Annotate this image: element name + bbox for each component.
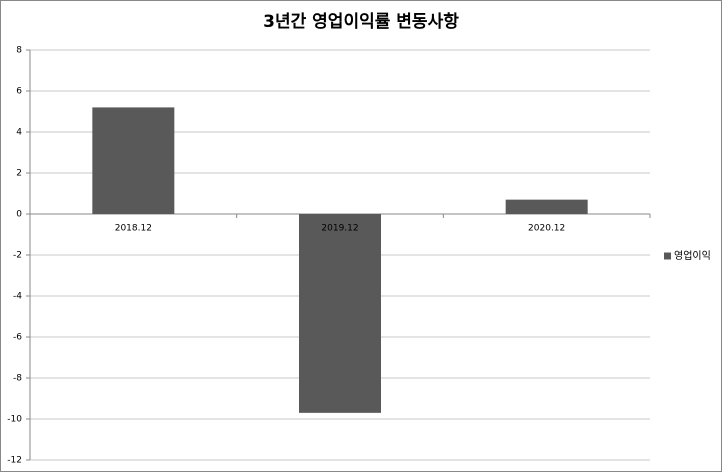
y-tick-label: -4 xyxy=(13,292,22,302)
y-tick-label: -10 xyxy=(7,415,22,425)
bar xyxy=(92,107,175,214)
y-tick-label: 2 xyxy=(16,169,22,179)
x-tick-label: 2018.12 xyxy=(115,224,152,234)
y-tick-label: 8 xyxy=(16,46,22,56)
y-tick-label: -12 xyxy=(7,456,22,466)
y-tick-label: 4 xyxy=(16,128,22,138)
y-tick-label: 6 xyxy=(16,87,22,97)
x-tick-label: 2019.12 xyxy=(321,224,358,234)
legend-label: 영업이익 xyxy=(674,249,711,262)
bar xyxy=(505,199,588,214)
bar xyxy=(299,214,381,413)
y-tick-label: -2 xyxy=(13,251,22,261)
chart-title: 3년간 영업이익률 변동사항 xyxy=(263,11,459,32)
legend-marker xyxy=(664,252,671,260)
y-tick-label: 0 xyxy=(16,210,22,220)
y-tick-label: -6 xyxy=(13,333,22,343)
x-tick-label: 2020.12 xyxy=(528,224,565,234)
y-tick-label: -8 xyxy=(13,374,22,384)
